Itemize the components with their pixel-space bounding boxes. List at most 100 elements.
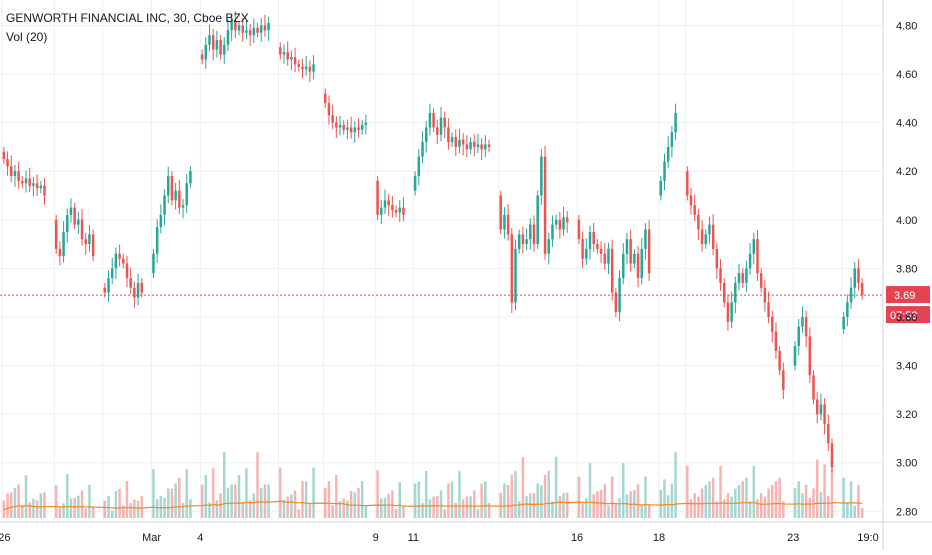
- volume-bar: [211, 468, 215, 518]
- volume-bar: [450, 481, 454, 518]
- volume-bar: [812, 488, 815, 518]
- volume-bar: [529, 493, 532, 518]
- candle-body: [2, 151, 6, 160]
- y-tick-label: 3.00: [896, 458, 917, 470]
- volume-bar: [80, 490, 84, 518]
- candle-body: [663, 161, 666, 181]
- candle-body: [857, 268, 860, 283]
- volume-bar: [223, 452, 226, 518]
- volume-bar: [722, 499, 726, 518]
- candle-body: [80, 219, 84, 240]
- volume-bar: [767, 488, 770, 518]
- candle-body: [223, 44, 226, 55]
- candle-body: [480, 144, 483, 150]
- volume-bar: [607, 505, 610, 518]
- volume-bar: [793, 488, 797, 518]
- candle-body: [487, 144, 491, 147]
- candle-body: [69, 207, 73, 215]
- candle-body: [629, 239, 632, 264]
- candle-body: [245, 30, 248, 33]
- candle-body: [394, 210, 398, 213]
- volume-bar: [625, 494, 629, 518]
- x-tick-label: 11: [408, 532, 419, 544]
- volume-bar: [312, 467, 315, 518]
- volume-bar: [391, 490, 394, 518]
- candle-body: [35, 183, 39, 189]
- candle-body: [577, 219, 581, 240]
- volume-indicator-label: Vol (20): [6, 30, 48, 44]
- volume-bar: [517, 501, 521, 518]
- volume-bar: [245, 468, 248, 518]
- candle-body: [506, 214, 510, 235]
- volume-bar: [801, 493, 804, 518]
- volume-bar: [136, 500, 140, 518]
- volume-bar: [346, 500, 349, 518]
- last-price-line: 3.69 07:53: [0, 286, 930, 324]
- candle-body: [514, 248, 517, 303]
- volume-bar: [547, 470, 551, 518]
- candle-body: [28, 178, 31, 186]
- candle-body: [248, 30, 252, 36]
- x-tick-label: 9: [373, 532, 379, 544]
- x-tick-label: 4: [197, 532, 203, 544]
- candle-body: [599, 248, 603, 254]
- volume-bar: [259, 487, 263, 518]
- candle-body: [88, 234, 91, 245]
- candle-body: [551, 224, 554, 240]
- candle-body: [301, 66, 304, 70]
- candle-body: [726, 302, 730, 322]
- candle-body: [24, 178, 28, 184]
- candle-body: [185, 183, 188, 206]
- volume-bar: [592, 494, 595, 518]
- candle-body: [211, 35, 215, 50]
- volume-bar: [700, 488, 704, 518]
- candle-body: [666, 146, 670, 162]
- volume-bar: [823, 464, 826, 518]
- volume-bar: [252, 493, 256, 518]
- candle-body: [443, 117, 446, 128]
- candle-body: [819, 404, 823, 415]
- candle-body: [771, 316, 774, 332]
- volume-bar: [808, 497, 812, 518]
- volume-bar: [759, 493, 763, 518]
- candle-body: [529, 224, 532, 240]
- volume-bar: [708, 481, 711, 518]
- candle-body: [297, 64, 301, 67]
- candle-body: [860, 282, 864, 296]
- volume-bar: [129, 503, 132, 518]
- volume-bar: [741, 481, 744, 518]
- volume-bar: [383, 497, 387, 518]
- volume-bar: [432, 496, 435, 518]
- volume-bar: [697, 496, 700, 518]
- volume-bar: [610, 476, 614, 518]
- volume-bar: [84, 508, 87, 518]
- volume-bar: [17, 484, 20, 518]
- volume-bar: [110, 510, 114, 518]
- candle-body: [704, 234, 708, 245]
- volume-bar: [830, 469, 834, 518]
- volume-bar: [290, 494, 293, 518]
- volume-bar: [585, 498, 588, 518]
- symbol-title: GENWORTH FINANCIAL INC, 30, Cboe BZX: [6, 11, 249, 25]
- candle-body: [503, 214, 506, 230]
- candle-body: [43, 185, 46, 196]
- candle-body: [484, 144, 487, 150]
- candle-body: [476, 144, 480, 147]
- volume-bar: [565, 492, 569, 518]
- candle-body: [308, 66, 312, 72]
- candle-body: [846, 302, 849, 317]
- candle-body: [756, 239, 759, 274]
- candle-body: [510, 234, 514, 303]
- candle-body: [562, 217, 565, 230]
- volume-bar: [35, 500, 39, 518]
- candle-body: [279, 47, 282, 55]
- volume-bar: [439, 490, 443, 518]
- volume-bar: [596, 491, 599, 518]
- candle-body: [622, 253, 625, 279]
- volume-bar: [819, 492, 823, 518]
- candle-body: [331, 115, 334, 123]
- candle-body: [402, 207, 405, 215]
